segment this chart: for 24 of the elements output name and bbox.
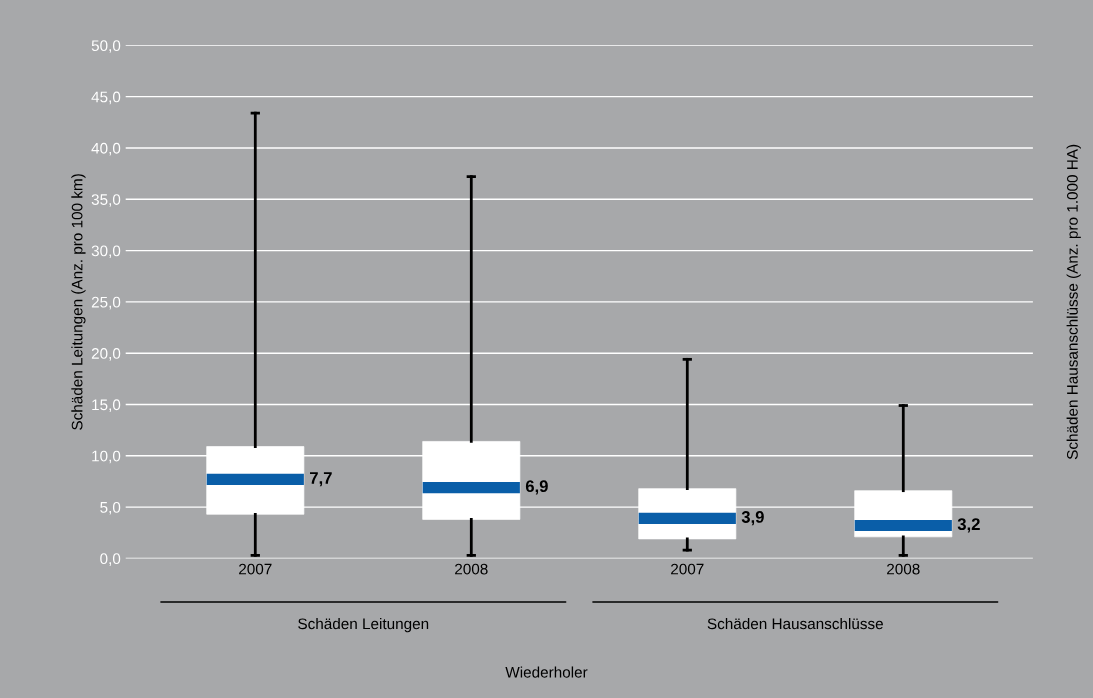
y-tick-label: 10,0 <box>92 450 121 464</box>
y-tick-label: 5,0 <box>100 501 121 515</box>
y-tick-label: 0,0 <box>100 553 121 566</box>
text: Schäden Hausanschlüsse <box>707 617 883 630</box>
text: 3,9 <box>741 511 764 526</box>
y-tick-label: 45,0 <box>91 91 121 105</box>
x-tick-label: 2007 <box>671 563 704 575</box>
y-tick-label: 30,0 <box>91 245 121 259</box>
y-tick-label: 35,0 <box>91 194 121 207</box>
y-tick-label: 20,0 <box>91 348 121 361</box>
x-tick-label: 2008 <box>455 563 488 575</box>
y-tick-label: 25,0 <box>91 296 121 310</box>
y-tick-label: 15,0 <box>92 399 121 412</box>
text: Wiederholer <box>505 666 588 678</box>
y2-axis-title: Schäden Hausanschlüsse (Anz. pro 1.000 HA) <box>1066 144 1081 460</box>
x-tick-label: 2008 <box>887 563 920 575</box>
y-tick-label: 40,0 <box>91 142 121 156</box>
y-tick-label: 50,0 <box>91 40 121 53</box>
x-tick-label: 2007 <box>239 563 272 575</box>
text: 6,9 <box>525 480 548 495</box>
text: 3,2 <box>957 518 980 533</box>
text: Schäden Leitungen <box>298 617 429 633</box>
y-axis-title: Schäden Leitungen (Anz. pro 100 km) <box>71 174 86 430</box>
text: 7,7 <box>310 472 332 487</box>
